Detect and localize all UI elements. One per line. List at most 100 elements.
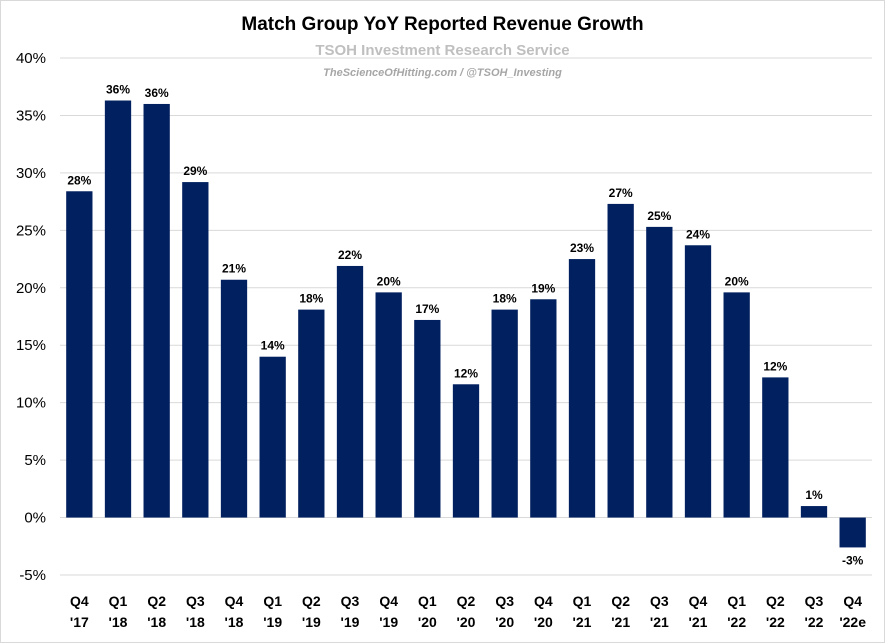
bar bbox=[259, 356, 286, 518]
x-tick-label-quarter: Q1 bbox=[727, 593, 746, 609]
bar bbox=[568, 259, 596, 518]
bar bbox=[607, 203, 634, 518]
x-tick-label-quarter: Q4 bbox=[379, 593, 398, 609]
x-tick-label-year: '20 bbox=[534, 614, 553, 630]
chart-title: Match Group YoY Reported Revenue Growth bbox=[241, 14, 644, 35]
bar bbox=[220, 279, 248, 518]
bar bbox=[66, 191, 93, 518]
bars bbox=[66, 100, 866, 548]
x-tick-label-year: '21 bbox=[573, 614, 592, 630]
data-label: 18% bbox=[299, 292, 323, 306]
bar bbox=[762, 377, 789, 518]
x-tick-label-quarter: Q2 bbox=[611, 593, 630, 609]
bar bbox=[723, 292, 750, 518]
bar bbox=[530, 299, 557, 518]
y-tick-label: 35% bbox=[16, 107, 46, 124]
data-label: 14% bbox=[261, 339, 285, 353]
x-tick-label-year: '19 bbox=[302, 614, 321, 630]
bar bbox=[298, 309, 325, 518]
x-tick-label-quarter: Q4 bbox=[225, 593, 244, 609]
x-tick-label-quarter: Q4 bbox=[534, 593, 553, 609]
x-tick-label-year: '19 bbox=[341, 614, 360, 630]
data-label: 29% bbox=[183, 164, 207, 178]
y-tick-label: -5% bbox=[19, 567, 46, 584]
x-tick-label-year: '18 bbox=[109, 614, 128, 630]
data-label: 23% bbox=[570, 241, 594, 255]
data-label: 19% bbox=[531, 281, 555, 295]
x-tick-label-year: '17 bbox=[70, 614, 89, 630]
data-label: 20% bbox=[725, 274, 749, 288]
data-label: 36% bbox=[106, 83, 130, 97]
bar bbox=[182, 182, 209, 518]
bar bbox=[646, 226, 673, 518]
x-tick-label-year: '18 bbox=[186, 614, 205, 630]
x-axis: Q4 '17 Q1 '18 Q2 '18 Q3 '18 Q4 '18 Q1 '19 Q2 '19 Q3 '19… bbox=[70, 593, 866, 630]
bar bbox=[800, 506, 828, 518]
bar bbox=[839, 517, 866, 548]
x-tick-label-quarter: Q2 bbox=[457, 593, 476, 609]
data-labels: 28% 36% 36% 29% 21% 14% 18% 22% 20% 17% 12% 18% 19% 2… bbox=[67, 83, 863, 568]
x-tick-label-year: '22 bbox=[727, 614, 746, 630]
x-tick-label-year: '20 bbox=[418, 614, 437, 630]
y-tick-label: 20% bbox=[16, 280, 46, 297]
x-tick-label-year: '19 bbox=[379, 614, 398, 630]
bar bbox=[143, 103, 170, 518]
x-tick-label-quarter: Q4 bbox=[689, 593, 708, 609]
x-tick-label-quarter: Q4 bbox=[70, 593, 89, 609]
x-tick-label-year: '21 bbox=[689, 614, 708, 630]
bar bbox=[684, 245, 712, 518]
data-label: 24% bbox=[686, 227, 710, 241]
bar bbox=[336, 265, 364, 518]
bar bbox=[375, 292, 402, 518]
x-tick-label-quarter: Q2 bbox=[302, 593, 321, 609]
x-tick-label-year: '20 bbox=[457, 614, 476, 630]
y-tick-label: 25% bbox=[16, 222, 46, 239]
bar bbox=[414, 319, 441, 518]
x-tick-label-quarter: Q1 bbox=[109, 593, 128, 609]
x-tick-label-quarter: Q3 bbox=[495, 593, 514, 609]
x-tick-label-quarter: Q3 bbox=[341, 593, 360, 609]
y-axis: -5% 0% 5% 10% 15% 20% 25% 30% 35% 40% bbox=[16, 50, 46, 584]
data-label: 36% bbox=[145, 86, 169, 100]
data-label: 17% bbox=[415, 302, 439, 316]
data-label: 28% bbox=[67, 173, 91, 187]
data-label: 21% bbox=[222, 262, 246, 276]
x-tick-label-year: '20 bbox=[495, 614, 514, 630]
chart-subtitle: TSOH Investment Research Service bbox=[315, 42, 570, 59]
y-tick-label: 40% bbox=[16, 50, 46, 67]
data-label: 20% bbox=[377, 274, 401, 288]
x-tick-label-quarter: Q2 bbox=[766, 593, 785, 609]
x-tick-label-quarter: Q1 bbox=[263, 593, 282, 609]
chart-source: TheScienceOfHitting.com / @TSOH_Investin… bbox=[323, 67, 562, 79]
x-tick-label-quarter: Q3 bbox=[805, 593, 824, 609]
data-label: 12% bbox=[763, 359, 787, 373]
x-tick-label-quarter: Q2 bbox=[147, 593, 166, 609]
data-label: 22% bbox=[338, 248, 362, 262]
x-tick-label-quarter: Q4 bbox=[843, 593, 862, 609]
data-label: -3% bbox=[842, 553, 864, 567]
y-tick-label: 5% bbox=[24, 452, 46, 469]
x-tick-label-year: '21 bbox=[650, 614, 669, 630]
x-tick-label-year: '22 bbox=[805, 614, 824, 630]
bar bbox=[104, 100, 132, 518]
data-label: 25% bbox=[647, 209, 671, 223]
data-label: 27% bbox=[609, 186, 633, 200]
x-tick-label-quarter: Q3 bbox=[186, 593, 205, 609]
data-label: 12% bbox=[454, 366, 478, 380]
x-tick-label-quarter: Q3 bbox=[650, 593, 669, 609]
x-tick-label-year: '22e bbox=[839, 614, 866, 630]
bar bbox=[452, 384, 480, 518]
x-tick-label-year: '18 bbox=[147, 614, 166, 630]
y-tick-label: 15% bbox=[16, 337, 46, 354]
y-tick-label: 30% bbox=[16, 165, 46, 182]
bar bbox=[491, 309, 518, 518]
data-label: 1% bbox=[805, 488, 823, 502]
x-tick-label-year: '19 bbox=[263, 614, 282, 630]
x-tick-label-year: '18 bbox=[225, 614, 244, 630]
data-label: 18% bbox=[493, 292, 517, 306]
x-tick-label-quarter: Q1 bbox=[573, 593, 592, 609]
x-tick-label-year: '22 bbox=[766, 614, 785, 630]
y-tick-label: 0% bbox=[24, 510, 46, 527]
x-tick-label-year: '21 bbox=[611, 614, 630, 630]
